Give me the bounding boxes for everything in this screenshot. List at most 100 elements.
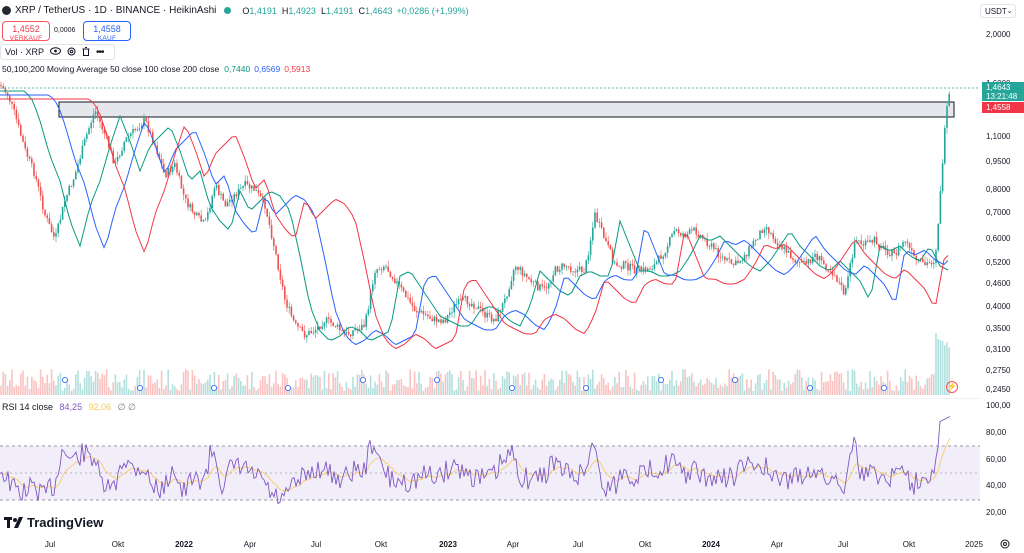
price-axis-label: 0,6000 xyxy=(986,234,1011,243)
candle-body xyxy=(411,302,414,306)
price-axis[interactable]: 2,00001,60001,10000,95000,80000,70000,60… xyxy=(980,0,1024,398)
candle-body xyxy=(209,208,211,213)
volume-bar xyxy=(878,384,880,395)
candle-body xyxy=(165,170,167,178)
volume-bar xyxy=(468,371,471,395)
volume-legend[interactable]: Vol · XRP ••• xyxy=(0,44,115,60)
volume-bar xyxy=(622,387,625,395)
candle-body xyxy=(453,304,455,313)
volume-bar xyxy=(523,372,526,395)
candle-body xyxy=(86,134,88,139)
eye-icon[interactable] xyxy=(50,47,62,57)
candle-body xyxy=(948,93,950,107)
volume-bar xyxy=(594,388,596,395)
volume-bar xyxy=(886,370,889,395)
candle-body xyxy=(640,266,642,271)
candle-body xyxy=(259,192,262,197)
candle-body xyxy=(200,215,202,222)
volume-bar xyxy=(864,382,867,395)
lightning-icon[interactable]: ⚡ xyxy=(946,381,958,393)
volume-bar xyxy=(174,386,176,395)
sell-button[interactable]: 1,4552 VERKAUF xyxy=(2,21,50,42)
volume-bar xyxy=(812,377,814,395)
volume-bar xyxy=(774,375,777,395)
candle-body xyxy=(160,159,163,164)
candle-body xyxy=(592,227,594,241)
volume-bar xyxy=(341,387,343,395)
candle-body xyxy=(178,172,180,176)
candle-body xyxy=(688,229,691,234)
volume-bar xyxy=(264,376,266,395)
buy-button[interactable]: 1,4558 KAUF xyxy=(83,21,131,42)
volume-bar xyxy=(669,379,671,395)
volume-bar xyxy=(180,384,183,395)
rsi-chart[interactable] xyxy=(0,398,980,528)
candle-body xyxy=(814,253,816,258)
currency-selector[interactable]: USDT ⌄ xyxy=(980,4,1016,18)
volume-bar xyxy=(4,373,7,395)
event-marker-icon xyxy=(881,384,888,391)
volume-bar xyxy=(79,383,81,395)
candle-body xyxy=(244,181,246,187)
candle-body xyxy=(752,240,755,247)
volume-bar xyxy=(213,371,216,395)
volume-bar xyxy=(156,379,158,395)
volume-bar xyxy=(695,386,697,395)
settings-icon[interactable] xyxy=(67,47,76,58)
volume-bar xyxy=(336,371,339,395)
candle-body xyxy=(325,317,328,323)
price-chart[interactable] xyxy=(0,0,980,398)
tradingview-logo[interactable]: TradingView xyxy=(4,515,103,530)
trash-icon[interactable] xyxy=(82,46,90,58)
volume-bar xyxy=(411,388,414,395)
volume-bar xyxy=(605,384,607,395)
volume-bar xyxy=(209,374,211,395)
candle-body xyxy=(123,141,125,151)
volume-bar xyxy=(926,378,928,395)
rsi-axis[interactable]: 100,00 80,00 60,00 40,00 20,00 xyxy=(980,398,1024,528)
ma-legend[interactable]: 50,100,200 Moving Average 50 close 100 c… xyxy=(2,64,310,74)
bid-price-tag: 1,4558 xyxy=(982,102,1024,113)
candle-body xyxy=(70,186,73,187)
volume-bar xyxy=(682,369,684,395)
volume-bar xyxy=(407,387,409,395)
event-marker-icon xyxy=(359,376,366,383)
candle-body xyxy=(387,266,389,272)
symbol-title[interactable]: XRP / TetherUS · 1D · BINANCE · HeikinAs… xyxy=(15,5,217,16)
volume-bar xyxy=(48,383,51,395)
rsi-legend[interactable]: RSI 14 close 84,25 92,06 ∅ ∅ xyxy=(2,402,136,413)
candle-body xyxy=(72,179,75,187)
candle-body xyxy=(306,335,308,338)
candle-body xyxy=(442,319,444,323)
axis-settings-icon[interactable] xyxy=(1000,539,1010,551)
candle-body xyxy=(739,260,741,263)
rsi-na-1: ∅ ∅ xyxy=(117,402,136,412)
more-icon[interactable]: ••• xyxy=(96,46,104,58)
time-axis[interactable]: Jul Okt 2022 Apr Jul Okt 2023 Apr Jul Okt 2024 Apr J… xyxy=(0,528,983,553)
close-key: C xyxy=(358,5,365,16)
candle-body xyxy=(754,240,757,241)
candle-body xyxy=(519,267,521,270)
tradingview-logo-icon xyxy=(4,516,23,528)
candle-body xyxy=(189,203,191,208)
volume-bar xyxy=(446,371,449,395)
volume-bar xyxy=(944,345,946,395)
candle-body xyxy=(633,265,636,274)
volume-bar xyxy=(431,377,433,395)
volume-bar xyxy=(394,384,396,395)
candle-body xyxy=(662,256,664,259)
candle-body xyxy=(99,117,101,123)
candle-body xyxy=(90,122,92,129)
volume-bar xyxy=(435,371,438,395)
candle-body xyxy=(361,324,363,331)
candle-body xyxy=(816,253,818,261)
candle-body xyxy=(424,314,427,316)
candle-body xyxy=(572,271,574,273)
volume-bar xyxy=(134,385,136,395)
candle-body xyxy=(46,215,48,219)
volume-label: Vol · XRP xyxy=(5,47,45,57)
candle-body xyxy=(64,201,66,207)
volume-bar xyxy=(902,381,904,395)
candle-body xyxy=(433,316,436,322)
volume-bar xyxy=(218,374,220,395)
